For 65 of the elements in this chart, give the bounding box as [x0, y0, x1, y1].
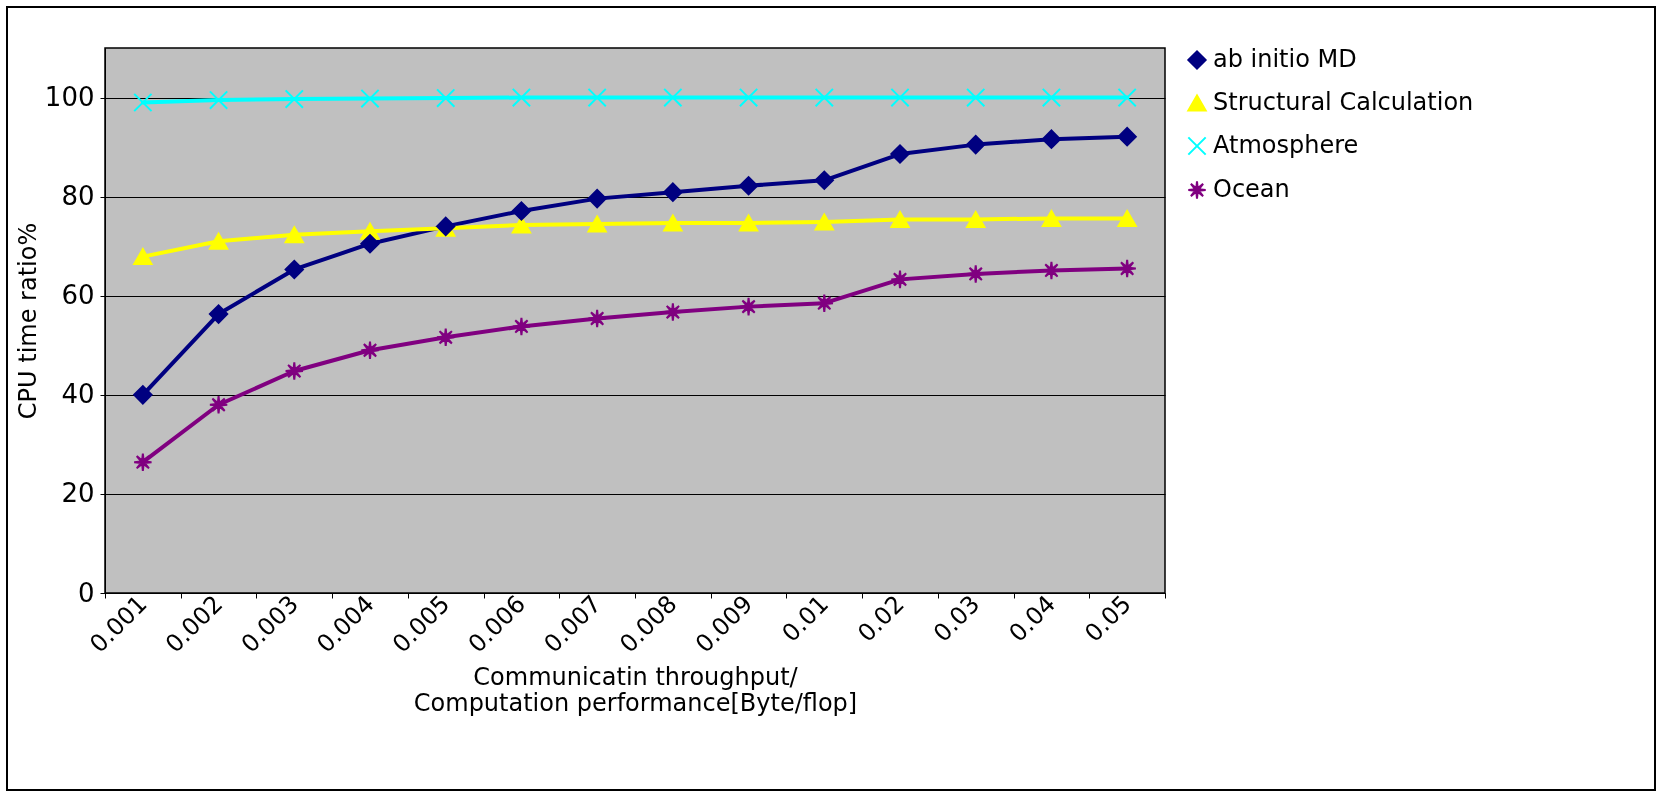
point [587, 188, 607, 209]
point [284, 361, 304, 381]
point [436, 327, 456, 348]
point [436, 88, 456, 108]
point [738, 176, 759, 196]
point [663, 87, 683, 108]
point [890, 87, 910, 108]
point [208, 232, 229, 250]
point [966, 264, 986, 284]
point [814, 170, 834, 190]
point [1041, 87, 1062, 108]
point [587, 87, 607, 108]
point [890, 269, 910, 290]
y-tick-label: 20 [61, 478, 95, 509]
legend-label: ab initio MD [1213, 45, 1357, 73]
legend-label: Structural Calculation [1213, 88, 1474, 116]
point [360, 88, 380, 109]
legend-label: Atmosphere [1213, 131, 1359, 159]
point [1117, 127, 1137, 147]
point [284, 259, 304, 280]
point [133, 248, 153, 266]
point [284, 226, 304, 244]
point [133, 452, 153, 472]
y-tick-label: 0 [77, 577, 95, 608]
point [1117, 258, 1137, 279]
point [1117, 87, 1137, 108]
point [511, 201, 532, 221]
point [360, 234, 380, 254]
point [966, 87, 986, 108]
y-axis-title: CPU time ratio% [13, 222, 42, 420]
y-tick-label: 60 [61, 280, 95, 311]
y-tick-label: 40 [61, 379, 95, 410]
point [738, 214, 759, 232]
x-axis-title: Communicatin throughput/ Computation performance[Byte/flop] [413, 662, 858, 717]
point [360, 340, 380, 360]
point [587, 215, 607, 233]
point [814, 293, 834, 313]
legend-label: Ocean [1213, 175, 1290, 203]
point [1117, 209, 1137, 227]
point [208, 304, 229, 324]
point [890, 210, 910, 228]
point [1041, 129, 1062, 149]
point [814, 87, 834, 108]
point [738, 87, 759, 108]
point [663, 182, 683, 202]
point [511, 316, 532, 337]
point [587, 308, 607, 329]
point [663, 302, 683, 322]
point [511, 216, 532, 234]
point [133, 92, 153, 113]
y-tick-label: 80 [61, 181, 95, 212]
point [208, 395, 229, 415]
point [738, 296, 759, 317]
point [511, 87, 532, 108]
point [814, 213, 834, 231]
point [1041, 260, 1062, 281]
point [284, 89, 304, 109]
y-tick-label: 100 [44, 82, 95, 113]
point [1041, 209, 1062, 227]
point [208, 90, 229, 110]
point [133, 385, 153, 405]
point [966, 210, 986, 228]
point [890, 144, 910, 164]
point [663, 214, 683, 232]
point [966, 134, 986, 155]
